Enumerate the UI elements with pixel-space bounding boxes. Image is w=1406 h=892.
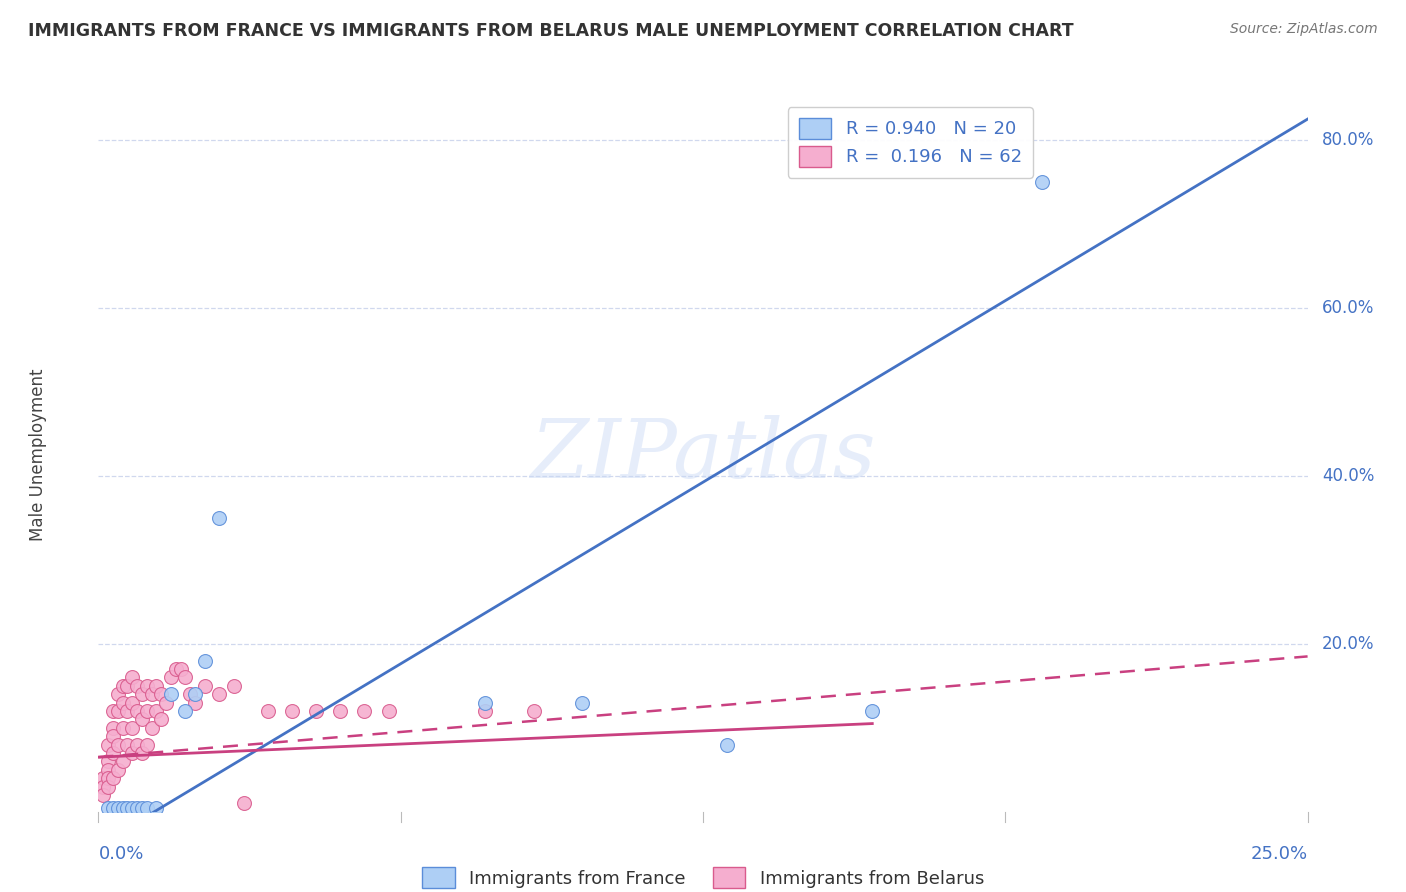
Point [150,712,173,726]
Point [121,800,143,814]
Point [160,687,183,701]
Point [117,704,139,718]
Point [716,738,738,752]
Point [101,704,124,718]
Point [179,687,201,701]
Text: ZIPatlas: ZIPatlas [530,415,876,495]
Point [127,800,149,814]
Point [281,704,304,718]
Point [135,679,157,693]
Point [131,712,153,726]
Point [107,704,129,718]
Point [121,746,143,760]
Point [155,696,177,710]
Point [232,797,254,811]
Point [145,679,167,693]
Point [111,679,134,693]
Point [97,800,120,814]
Text: 25.0%: 25.0% [1250,846,1308,863]
Point [107,800,129,814]
Point [145,800,167,814]
Point [131,687,153,701]
Point [208,511,231,525]
Point [111,755,134,769]
Point [91,771,114,785]
Point [523,704,546,718]
Point [117,800,139,814]
Text: Source: ZipAtlas.com: Source: ZipAtlas.com [1230,22,1378,37]
Point [184,687,207,701]
Point [135,800,157,814]
Point [135,738,157,752]
Point [127,679,149,693]
Point [165,662,187,676]
Point [174,704,197,718]
Point [135,704,157,718]
Point [169,662,191,676]
Point [101,800,124,814]
Point [117,679,139,693]
Point [101,771,124,785]
Point [222,679,245,693]
Point [150,687,173,701]
Point [860,704,883,718]
Point [194,679,217,693]
Point [91,788,114,802]
Text: 60.0%: 60.0% [1322,299,1375,317]
Point [97,771,120,785]
Point [101,746,124,760]
Point [127,738,149,752]
Point [194,654,217,668]
Point [174,670,197,684]
Point [111,721,134,735]
Text: IMMIGRANTS FROM FRANCE VS IMMIGRANTS FROM BELARUS MALE UNEMPLOYMENT CORRELATION : IMMIGRANTS FROM FRANCE VS IMMIGRANTS FRO… [28,22,1074,40]
Point [131,746,153,760]
Point [145,704,167,718]
Point [111,696,134,710]
Point [474,696,496,710]
Point [141,687,163,701]
Point [127,704,149,718]
Point [121,696,143,710]
Point [117,738,139,752]
Text: 20.0%: 20.0% [1322,635,1375,653]
Point [1031,175,1053,189]
Point [329,704,352,718]
Text: 0.0%: 0.0% [98,846,143,863]
Point [107,763,129,777]
Point [377,704,399,718]
Point [121,670,143,684]
Point [184,696,207,710]
Point [208,687,231,701]
Point [353,704,375,718]
Point [121,721,143,735]
Point [91,780,114,794]
Point [305,704,328,718]
Point [141,721,163,735]
Point [97,755,120,769]
Point [97,780,120,794]
Legend: Immigrants from France, Immigrants from Belarus: Immigrants from France, Immigrants from … [415,860,991,892]
Point [107,687,129,701]
Point [160,670,183,684]
Point [474,704,496,718]
Point [97,763,120,777]
Point [571,696,593,710]
Point [256,704,278,718]
Point [101,721,124,735]
Point [111,800,134,814]
Point [107,738,129,752]
Text: 40.0%: 40.0% [1322,467,1375,485]
Point [101,729,124,743]
Point [97,738,120,752]
Point [131,800,153,814]
Text: Male Unemployment: Male Unemployment [30,368,46,541]
Text: 80.0%: 80.0% [1322,131,1375,149]
